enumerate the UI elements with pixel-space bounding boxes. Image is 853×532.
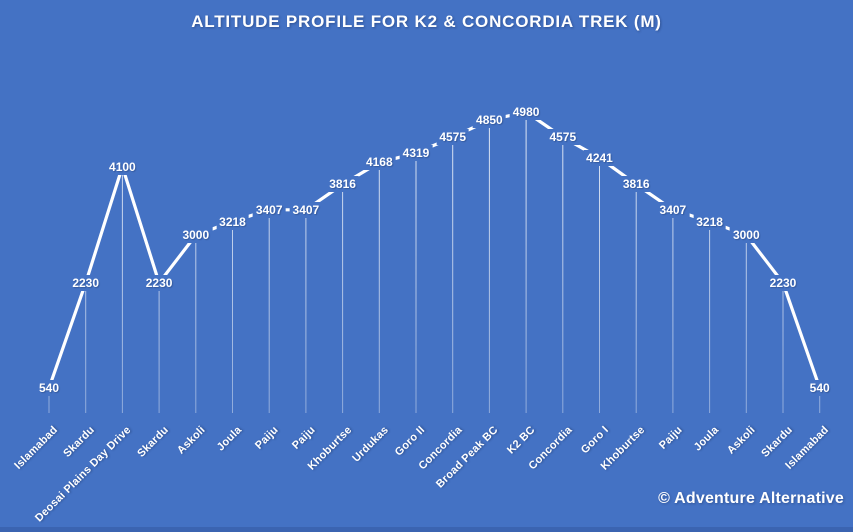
bottom-strip — [0, 527, 853, 532]
data-label: 4575 — [436, 129, 470, 146]
data-label: 3218 — [693, 213, 726, 230]
data-label: 2230 — [142, 274, 176, 291]
data-label: 3407 — [656, 201, 690, 218]
data-label: 3218 — [216, 213, 249, 230]
data-label: 540 — [35, 380, 63, 396]
data-label: 3816 — [619, 176, 653, 193]
data-label: 3816 — [326, 176, 359, 193]
data-label: 4850 — [473, 112, 506, 129]
data-label: 3000 — [179, 227, 213, 244]
data-label: 2230 — [69, 274, 103, 291]
data-label: 4241 — [583, 149, 616, 166]
data-label: 4575 — [546, 129, 580, 146]
data-label: 4168 — [362, 154, 396, 171]
altitude-series-line — [47, 110, 822, 389]
data-label: 3407 — [289, 201, 323, 218]
data-label: 4319 — [399, 145, 433, 162]
data-label: 3407 — [252, 201, 286, 218]
data-label: 3000 — [729, 227, 763, 244]
copyright-watermark: © Adventure Alternative — [658, 490, 844, 507]
data-label: 4980 — [509, 104, 543, 120]
data-label: 2230 — [766, 274, 800, 291]
data-label: 540 — [806, 380, 833, 396]
chart-title: ALTITUDE PROFILE FOR K2 & CONCORDIA TREK… — [191, 12, 662, 31]
data-label: 4100 — [106, 158, 139, 175]
